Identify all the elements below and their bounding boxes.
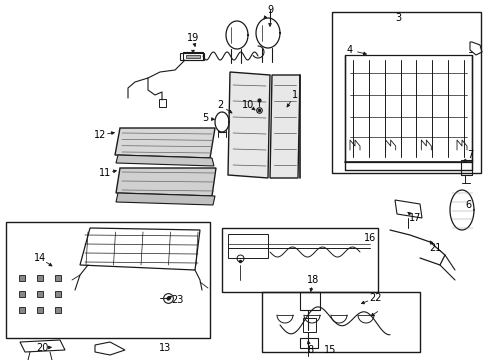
- Bar: [460, 160, 471, 175]
- Text: 2: 2: [217, 100, 223, 110]
- Polygon shape: [116, 155, 214, 166]
- Bar: [183, 52, 203, 60]
- Text: 12: 12: [94, 130, 106, 140]
- Text: 23: 23: [170, 295, 183, 305]
- Polygon shape: [116, 193, 215, 205]
- Text: 4: 4: [346, 45, 352, 55]
- Text: 8: 8: [306, 345, 312, 355]
- Polygon shape: [227, 72, 269, 178]
- Polygon shape: [116, 168, 216, 196]
- Polygon shape: [269, 75, 299, 178]
- Polygon shape: [115, 128, 215, 158]
- Bar: [303, 318, 315, 332]
- Text: 3: 3: [394, 13, 400, 23]
- Text: 7: 7: [466, 150, 472, 160]
- Bar: [227, 234, 267, 258]
- Text: 11: 11: [99, 168, 111, 178]
- Text: 13: 13: [159, 343, 171, 353]
- Text: 1: 1: [291, 90, 298, 100]
- Text: 14: 14: [34, 253, 46, 263]
- Bar: [159, 99, 165, 107]
- Bar: [180, 53, 203, 60]
- Text: 18: 18: [306, 275, 319, 285]
- Text: 20: 20: [36, 343, 48, 353]
- Bar: [6, 222, 209, 338]
- Text: 22: 22: [368, 293, 381, 303]
- Bar: [262, 292, 419, 352]
- Text: 10: 10: [242, 100, 254, 110]
- Bar: [331, 12, 480, 173]
- Text: 17: 17: [408, 213, 420, 223]
- Text: 15: 15: [323, 345, 336, 355]
- Text: 5: 5: [202, 113, 208, 123]
- Text: 19: 19: [186, 33, 199, 43]
- Bar: [222, 228, 377, 292]
- Bar: [345, 55, 471, 162]
- Text: 9: 9: [266, 5, 272, 15]
- Bar: [299, 338, 317, 348]
- Text: 16: 16: [363, 233, 375, 243]
- Text: 6: 6: [464, 200, 470, 210]
- Text: 21: 21: [428, 243, 440, 253]
- Bar: [185, 55, 200, 58]
- Bar: [299, 292, 319, 310]
